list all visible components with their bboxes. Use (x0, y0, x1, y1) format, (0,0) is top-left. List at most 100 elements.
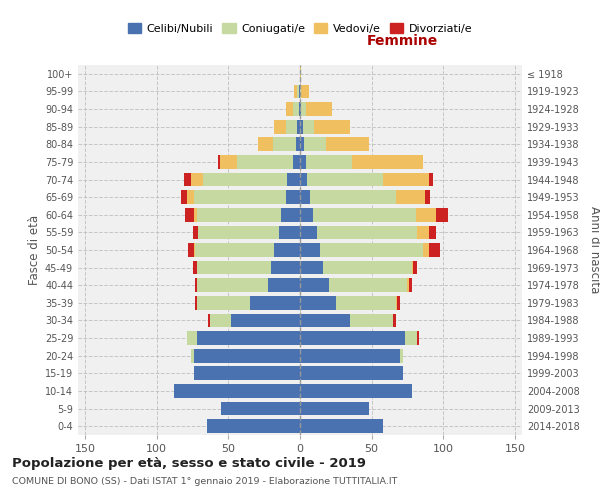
Bar (300, 190, 310, 204)
Bar (220, 155, 237, 169)
Bar (313, 208, 416, 222)
Bar (306, 102, 332, 116)
Bar (286, 120, 297, 134)
Bar (303, 120, 314, 134)
Bar (207, 420, 300, 433)
Bar (436, 208, 448, 222)
Bar (300, 420, 383, 433)
Bar (300, 172, 307, 186)
Bar (301, 102, 306, 116)
Bar (404, 331, 418, 345)
Bar (329, 278, 407, 292)
Bar (210, 314, 231, 328)
Bar (184, 172, 191, 186)
Bar (286, 190, 300, 204)
Bar (274, 120, 286, 134)
Bar (300, 138, 304, 151)
Bar (397, 296, 400, 310)
Bar (194, 243, 196, 257)
Bar (396, 190, 425, 204)
Bar (425, 190, 430, 204)
Bar (250, 296, 300, 310)
Bar (185, 208, 194, 222)
Bar (286, 102, 293, 116)
Bar (317, 226, 418, 239)
Bar (300, 296, 336, 310)
Bar (300, 278, 329, 292)
Bar (393, 314, 396, 328)
Bar (413, 260, 418, 274)
Bar (326, 138, 369, 151)
Bar (194, 190, 286, 204)
Bar (191, 172, 203, 186)
Bar (268, 278, 300, 292)
Bar (293, 155, 300, 169)
Bar (197, 278, 268, 292)
Bar (274, 243, 300, 257)
Bar (300, 331, 404, 345)
Bar (194, 208, 197, 222)
Bar (259, 138, 273, 151)
Bar (194, 366, 300, 380)
Bar (294, 84, 297, 98)
Bar (300, 366, 403, 380)
Bar (304, 138, 326, 151)
Bar (336, 296, 396, 310)
Bar (196, 296, 197, 310)
Bar (416, 208, 436, 222)
Bar (231, 314, 300, 328)
Bar (199, 226, 278, 239)
Bar (299, 84, 300, 98)
Bar (400, 349, 403, 362)
Bar (310, 190, 396, 204)
Bar (306, 155, 352, 169)
Bar (197, 208, 281, 222)
Y-axis label: Anni di nascita: Anni di nascita (588, 206, 600, 294)
Bar (197, 260, 271, 274)
Bar (287, 172, 300, 186)
Bar (300, 208, 313, 222)
Bar (300, 102, 301, 116)
Text: COMUNE DI BONO (SS) - Dati ISTAT 1° gennaio 2019 - Elaborazione TUTTITALIA.IT: COMUNE DI BONO (SS) - Dati ISTAT 1° genn… (12, 478, 397, 486)
Bar (307, 172, 383, 186)
Bar (281, 208, 300, 222)
Bar (300, 314, 350, 328)
Bar (300, 155, 306, 169)
Bar (320, 243, 423, 257)
Bar (181, 190, 187, 204)
Bar (237, 155, 293, 169)
Bar (418, 331, 419, 345)
Bar (300, 402, 369, 415)
Y-axis label: Fasce di età: Fasce di età (28, 215, 41, 285)
Bar (296, 138, 300, 151)
Bar (208, 314, 210, 328)
Bar (174, 384, 300, 398)
Bar (218, 155, 220, 169)
Bar (407, 278, 409, 292)
Bar (412, 260, 413, 274)
Bar (297, 84, 299, 98)
Legend: Celibi/Nubili, Coniugati/e, Vedovi/e, Divorziati/e: Celibi/Nubili, Coniugati/e, Vedovi/e, Di… (124, 19, 476, 38)
Bar (301, 84, 308, 98)
Bar (196, 243, 274, 257)
Bar (203, 172, 287, 186)
Bar (300, 349, 400, 362)
Bar (429, 172, 433, 186)
Bar (194, 349, 300, 362)
Text: Popolazione per età, sesso e stato civile - 2019: Popolazione per età, sesso e stato civil… (12, 458, 366, 470)
Bar (300, 67, 301, 80)
Bar (193, 226, 199, 239)
Bar (352, 155, 423, 169)
Bar (273, 138, 296, 151)
Bar (300, 260, 323, 274)
Bar (409, 278, 412, 292)
Bar (297, 120, 300, 134)
Bar (197, 331, 300, 345)
Bar (423, 243, 429, 257)
Bar (299, 102, 300, 116)
Bar (429, 243, 440, 257)
Bar (271, 260, 300, 274)
Bar (300, 84, 301, 98)
Bar (300, 384, 412, 398)
Bar (314, 120, 350, 134)
